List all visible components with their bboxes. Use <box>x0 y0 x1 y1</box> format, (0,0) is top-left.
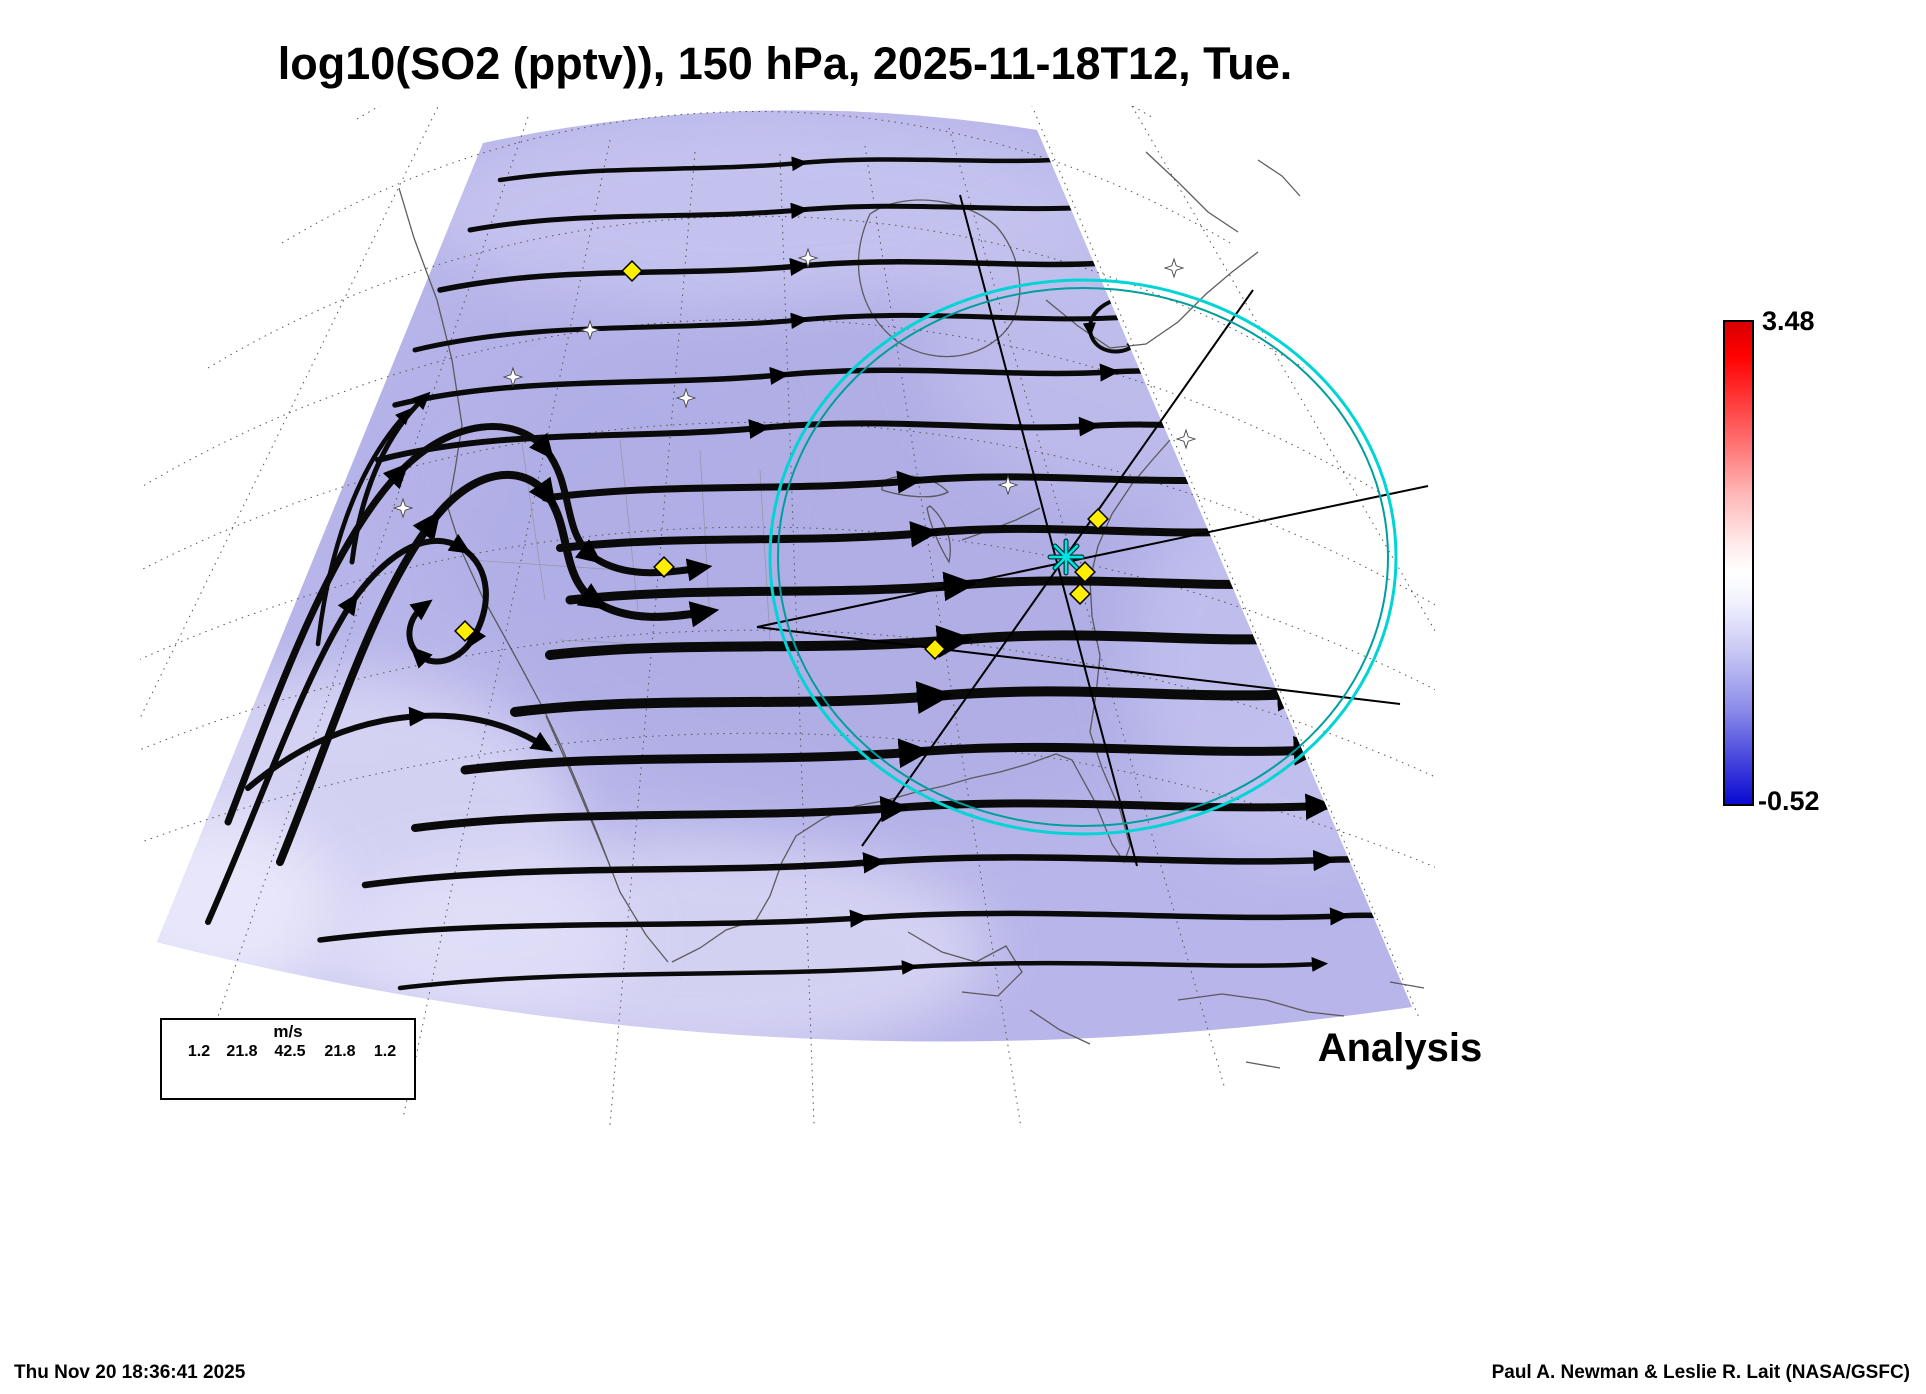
yellow-diamond-markers <box>454 260 1109 660</box>
trajectory-lines <box>756 194 1429 867</box>
yellow-diamond-marker <box>924 638 946 660</box>
yellow-diamond-marker <box>1087 508 1109 530</box>
white-star-markers <box>392 247 1197 519</box>
white-star-marker <box>1175 428 1197 450</box>
yellow-diamond-marker <box>454 620 476 642</box>
white-star-marker <box>797 247 819 269</box>
range-circle <box>768 278 1398 836</box>
white-star-marker <box>675 387 697 409</box>
colorbar-min-label: -0.52 <box>1758 786 1820 816</box>
white-star-marker <box>579 319 601 341</box>
yellow-diamond-marker <box>653 556 675 578</box>
colorbar <box>1723 320 1754 806</box>
wind-legend-value: 21.8 <box>324 1043 356 1060</box>
wind-legend-value: 1.2 <box>373 1043 397 1060</box>
white-star-marker <box>392 497 414 519</box>
wind-legend-value: 42.5 <box>274 1043 306 1060</box>
colorbar-max-label: 3.48 <box>1762 306 1815 336</box>
map-title: log10(SO2 (pptv)), 150 hPa, 2025-11-18T1… <box>277 38 1293 89</box>
yellow-diamond-marker <box>621 260 643 282</box>
cyan-star-marker <box>1047 538 1085 576</box>
white-star-marker <box>502 366 524 388</box>
wind-legend-value: 1.2 <box>187 1043 211 1060</box>
analysis-label: Analysis <box>1317 1026 1483 1070</box>
wind-legend-units: m/s <box>273 1022 303 1041</box>
yellow-diamond-marker <box>1074 561 1096 583</box>
timestamp: Thu Nov 20 18:36:41 2025 <box>14 1362 246 1383</box>
wind-legend-value: 21.8 <box>226 1043 258 1060</box>
wind-legend-box: m/s 1.2 21.8 42.5 21.8 1.2 <box>160 1018 416 1100</box>
white-star-marker <box>997 474 1019 496</box>
credit: Paul A. Newman & Leslie R. Lait (NASA/GS… <box>1491 1362 1910 1383</box>
white-star-marker <box>1163 257 1185 279</box>
yellow-diamond-marker <box>1069 583 1091 605</box>
